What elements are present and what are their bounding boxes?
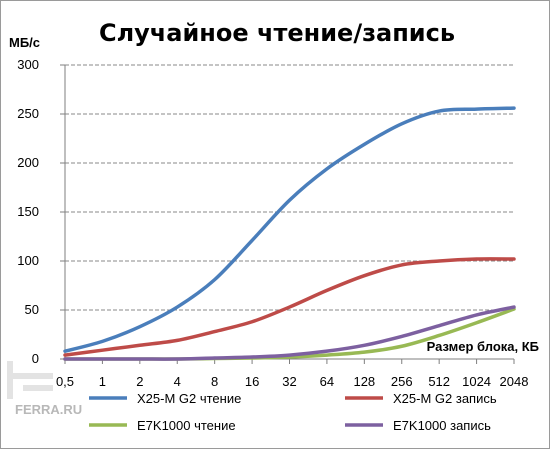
x-tick-label: 2048 (500, 374, 529, 389)
y-tick-label: 0 (32, 351, 39, 366)
x-tick-label: 32 (282, 374, 296, 389)
series-line (63, 257, 516, 357)
legend: X25-M G2 чтение X25-M G2 запись E7K1000 чт… (89, 391, 497, 433)
legend-label: E7K1000 чтение (137, 418, 236, 433)
x-tick-label: 256 (391, 374, 413, 389)
x-tick-label: 0,5 (56, 374, 74, 389)
x-tick-label: 64 (320, 374, 334, 389)
watermark-logo-text: FERRA.RU (15, 402, 82, 417)
series-line (63, 106, 516, 353)
series-line (63, 305, 516, 361)
legend-label: X25-M G2 запись (393, 391, 497, 406)
ferra-watermark: FERRA.RU (7, 361, 82, 417)
x-tick-label: 128 (353, 374, 375, 389)
y-tick-label: 200 (17, 155, 39, 170)
y-tick-label: 150 (17, 204, 39, 219)
watermark-bar (7, 361, 13, 399)
watermark-bar (23, 385, 53, 391)
x-tick-label: 1024 (462, 374, 491, 389)
x-tick-label: 16 (245, 374, 259, 389)
x-tick-label: 2 (136, 374, 143, 389)
y-tick-label: 100 (17, 253, 39, 268)
x-axis-title: Размер блока, КБ (427, 339, 539, 354)
x-tick-label: 512 (428, 374, 450, 389)
chart-title: Случайное чтение/запись (99, 19, 455, 47)
y-tick-label: 250 (17, 106, 39, 121)
series-lines (63, 106, 516, 361)
x-tick-label: 8 (211, 374, 218, 389)
legend-label: E7K1000 запись (393, 418, 491, 433)
watermark-bar (13, 373, 53, 379)
y-tick-label: 300 (17, 57, 39, 72)
tick-labels: 0 50 100 150 200 250 300 0,5 1 2 4 8 16 32 64 128 256 512… (17, 57, 528, 389)
legend-label: X25-M G2 чтение (137, 391, 241, 406)
x-tick-label: 1 (99, 374, 106, 389)
y-tick-label: 50 (25, 302, 39, 317)
gridlines (65, 64, 514, 311)
x-tick-label: 4 (174, 374, 181, 389)
y-axis-title: МБ/с (9, 35, 40, 50)
